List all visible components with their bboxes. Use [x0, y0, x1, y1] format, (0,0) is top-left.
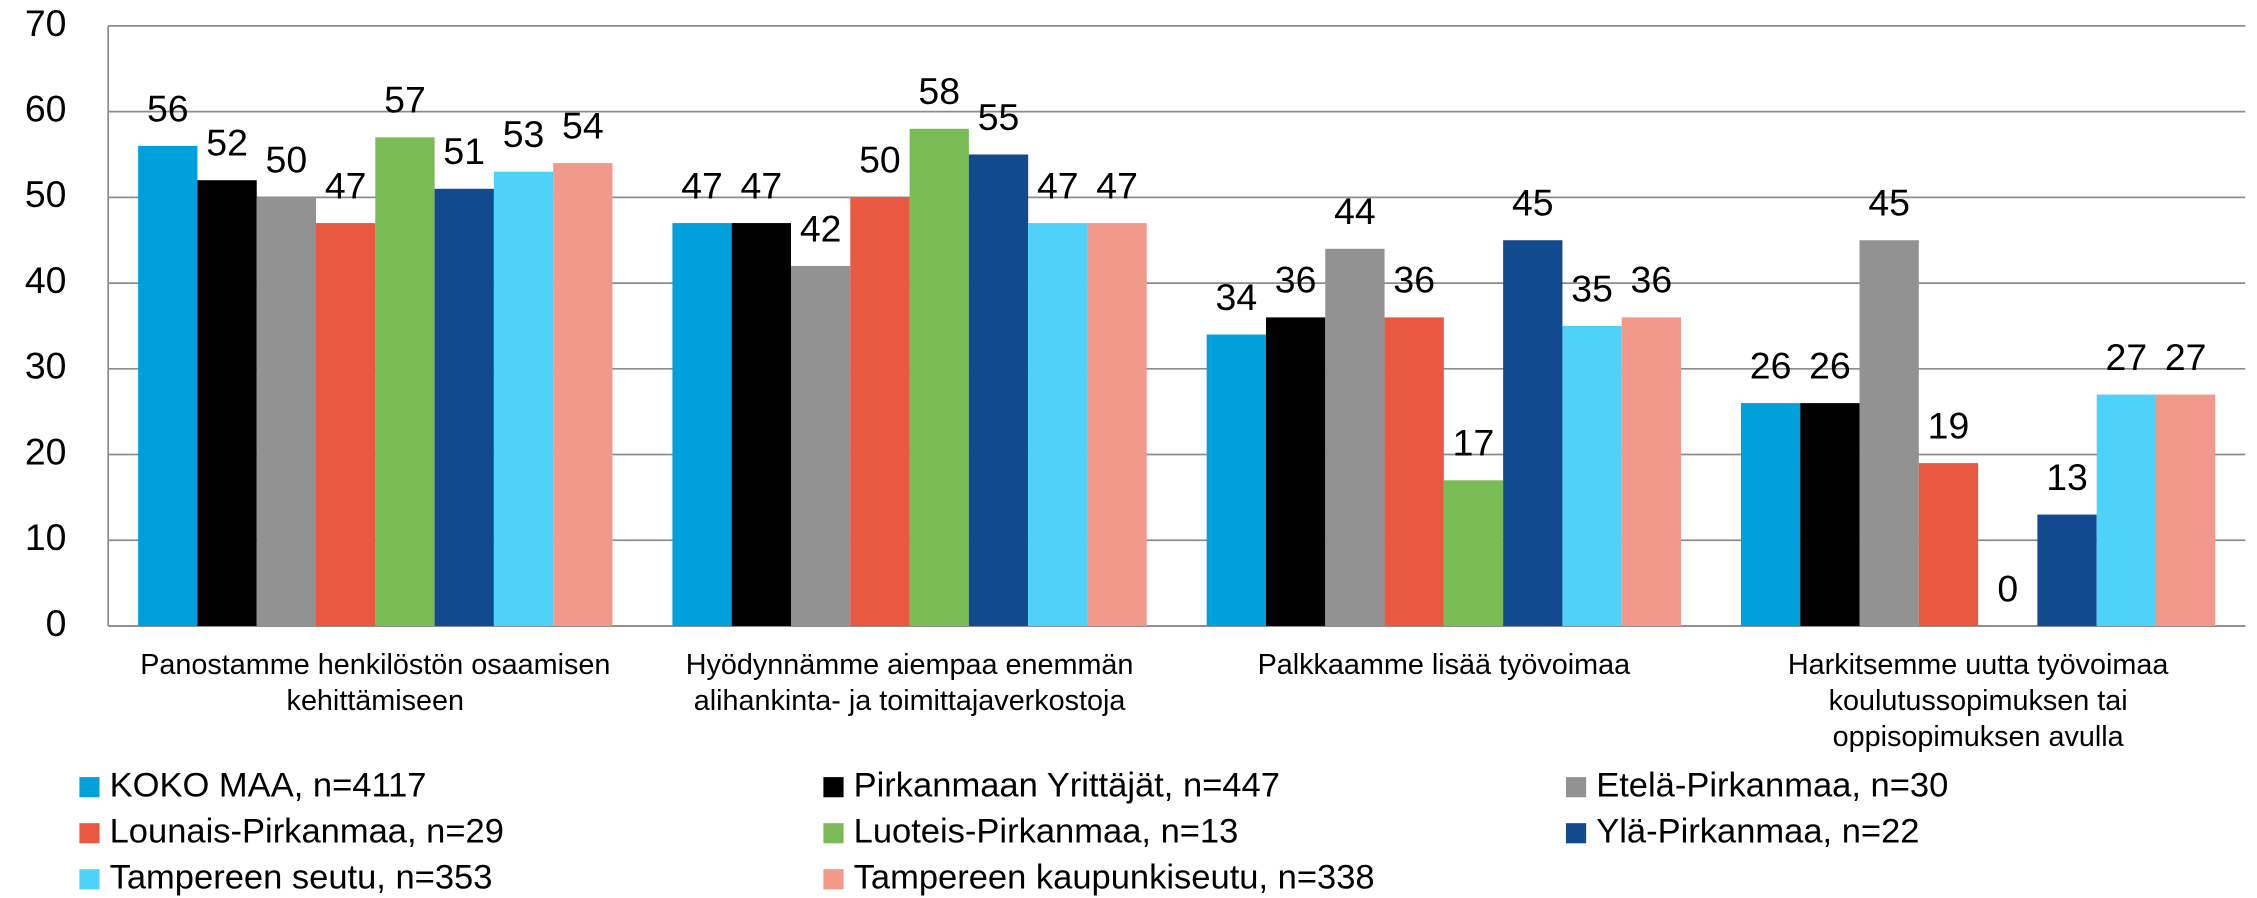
value-label: 54: [562, 104, 604, 146]
value-label: 27: [2106, 336, 2148, 378]
value-label: 19: [1928, 404, 1970, 446]
value-label: 45: [1512, 182, 1554, 224]
bar: [197, 180, 257, 627]
legend-label: Lounais-Pirkanmaa, n=29: [110, 812, 504, 850]
value-label: 57: [384, 79, 426, 121]
x-tick-label: Panostamme henkilöstön osaamisen: [140, 649, 610, 681]
bar: [850, 197, 910, 627]
bar: [1443, 480, 1504, 627]
y-tick-label: 30: [25, 345, 67, 387]
bar: [138, 145, 198, 627]
bar: [1800, 403, 1860, 627]
bar: [375, 137, 435, 627]
legend-label: Tampereen seutu, n=353: [110, 858, 493, 896]
value-label: 47: [741, 164, 783, 206]
legend-swatch: [823, 869, 844, 890]
value-label: 36: [1275, 259, 1317, 301]
value-label: 0: [1997, 567, 2018, 609]
value-label: 55: [978, 96, 1020, 138]
bar: [1028, 223, 1088, 627]
bar: [1740, 403, 1801, 627]
x-tick-label: oppisopimuksen avulla: [1833, 721, 2124, 753]
legend-swatch: [823, 777, 844, 798]
bar: [1503, 240, 1563, 627]
legend-swatch: [79, 869, 100, 890]
legend-label: Etelä-Pirkanmaa, n=30: [1596, 766, 1948, 804]
legend-swatch: [1565, 823, 1587, 844]
bar: [1087, 223, 1147, 627]
value-label: 17: [1453, 422, 1495, 464]
x-tick-label: Hyödynnämme aiempaa enemmän: [686, 649, 1134, 681]
bar: [2096, 394, 2156, 627]
value-label: 47: [681, 164, 723, 206]
value-label: 36: [1393, 259, 1435, 301]
x-tick-label: Harkitsemme uutta työvoimaa: [1788, 649, 2169, 681]
value-label: 47: [325, 164, 367, 206]
y-tick-label: 40: [25, 259, 67, 301]
bar: [2037, 514, 2097, 627]
bar: [968, 154, 1029, 627]
value-label: 44: [1334, 190, 1376, 232]
x-tick-label: alihankinta- ja toimittajaverkostoja: [694, 685, 1126, 717]
bar: [1859, 240, 1919, 627]
value-label: 47: [1096, 164, 1138, 206]
legend-label: Pirkanmaan Yrittäjät, n=447: [854, 766, 1280, 804]
bar: [316, 223, 376, 627]
value-label: 26: [1750, 344, 1792, 386]
value-label: 52: [206, 122, 248, 164]
value-label: 27: [2165, 336, 2207, 378]
value-label: 45: [1868, 182, 1910, 224]
bar: [1918, 463, 1979, 627]
legend-swatch: [1565, 777, 1587, 798]
bar: [553, 163, 613, 627]
y-tick-label: 70: [25, 2, 67, 44]
bar: [731, 223, 791, 627]
legend-swatch: [79, 823, 100, 844]
value-label: 51: [443, 130, 485, 172]
value-label: 58: [918, 70, 960, 112]
bar: [1621, 317, 1682, 627]
value-label: 47: [1037, 164, 1079, 206]
legend-swatch: [79, 777, 100, 798]
y-tick-label: 60: [25, 88, 67, 130]
legend-label: Tampereen kaupunkiseutu, n=338: [854, 858, 1375, 896]
legend-label: Ylä-Pirkanmaa, n=22: [1596, 812, 1919, 850]
y-tick-label: 20: [25, 430, 67, 472]
x-tick-label: kehittämiseen: [287, 685, 464, 717]
value-label: 53: [503, 113, 545, 155]
bar: [2155, 394, 2216, 627]
bar: [909, 128, 969, 627]
value-label: 50: [859, 139, 901, 181]
bar: [1265, 317, 1326, 627]
value-label: 26: [1809, 344, 1851, 386]
legend-swatch: [823, 823, 844, 844]
bar: [790, 265, 851, 627]
value-label: 36: [1631, 259, 1673, 301]
x-tick-label: koulutussopimuksen tai: [1829, 685, 2128, 717]
value-label: 13: [2046, 456, 2088, 498]
value-label: 50: [266, 139, 308, 181]
value-label: 42: [800, 207, 842, 249]
bar: [1206, 334, 1266, 627]
value-label: 34: [1216, 276, 1258, 318]
bar: [434, 188, 494, 627]
bar: [1562, 325, 1622, 627]
y-tick-label: 0: [46, 602, 67, 644]
bar: [493, 171, 554, 627]
value-label: 56: [147, 87, 189, 129]
value-label: 35: [1571, 267, 1613, 309]
y-tick-label: 10: [25, 516, 67, 558]
x-tick-label: Palkkaamme lisää työvoimaa: [1258, 649, 1631, 681]
bar: [1384, 317, 1444, 627]
legend-label: Luoteis-Pirkanmaa, n=13: [854, 812, 1239, 850]
y-tick-label: 50: [25, 173, 67, 215]
bar: [672, 223, 732, 627]
bar: [1325, 248, 1385, 627]
bar: [256, 197, 317, 627]
legend-label: KOKO MAA, n=4117: [110, 766, 427, 804]
